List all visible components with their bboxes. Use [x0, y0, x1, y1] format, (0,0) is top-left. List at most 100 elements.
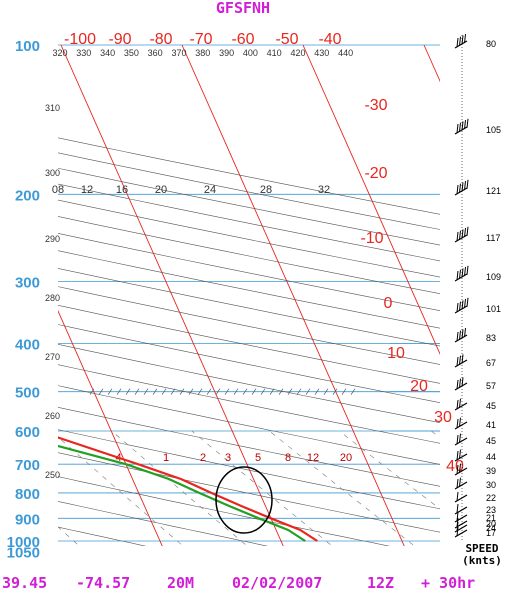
wind-barb: 117 — [454, 226, 500, 243]
pressure-label: 400 — [15, 337, 40, 354]
wind-barb-flag — [456, 123, 459, 134]
mixing-ratio-line — [111, 430, 248, 546]
mixing-ratio-label: 32 — [318, 184, 330, 196]
wind-barb-flag — [456, 399, 459, 410]
hatch-mark — [224, 388, 230, 395]
hatch-mark — [305, 388, 311, 395]
wind-barb-flag — [459, 417, 461, 427]
hatch-mark — [269, 388, 275, 395]
footer-lat: 39.45 — [2, 574, 47, 591]
isotherm-line — [58, 309, 163, 546]
hatch-mark — [233, 388, 239, 395]
hatch-mark — [296, 388, 302, 395]
dry-adiabat-line — [58, 233, 440, 312]
wind-barb-flag — [461, 35, 464, 45]
theta-label: 340 — [100, 48, 115, 58]
wind-barb-flag — [459, 355, 461, 365]
wind-barb: 41 — [454, 417, 496, 430]
wind-barb-flag — [466, 179, 469, 189]
wind-barb-flag — [459, 433, 461, 443]
isotherm-label: 30 — [434, 409, 452, 426]
wind-barb-flag — [461, 229, 464, 239]
isotherm-line — [181, 44, 405, 546]
wind-barb-flag — [461, 182, 464, 192]
wind-barb-flag — [459, 398, 461, 408]
isotherm-label: -20 — [364, 165, 387, 182]
isotherm-label: 10 — [387, 345, 405, 362]
wind-speed-label: 109 — [486, 272, 501, 282]
hatch-mark — [152, 388, 158, 395]
wind-speed-label: 24 — [486, 523, 496, 533]
wind-speed-label: 17 — [486, 528, 496, 538]
theta-label: 270 — [45, 352, 60, 362]
dry-adiabat-line — [58, 216, 440, 295]
hatch-mark — [278, 388, 284, 395]
wind-barb-flag — [461, 354, 464, 364]
wind-barb: 39 — [454, 463, 496, 476]
mixing-ratio-label: 3 — [225, 452, 231, 464]
mixing-ratio-label: 8 — [285, 452, 291, 464]
pressure-label: 300 — [15, 275, 40, 292]
wind-speed-label: 67 — [486, 358, 496, 368]
wind-barb-flag — [456, 356, 459, 367]
pressure-label: 600 — [15, 424, 40, 441]
mixing-ratio-label: 08 — [52, 184, 64, 196]
theta-label: 360 — [148, 48, 163, 58]
dry-adiabat-line — [58, 452, 440, 533]
wind-barb: 17 — [454, 526, 496, 538]
wind-barb-flag — [456, 418, 459, 429]
mixing-ratio-label: 12 — [307, 452, 319, 464]
mixing-ratio-label: 2 — [200, 452, 206, 464]
wind-barb-flag — [456, 503, 459, 514]
dry-adiabat-line — [58, 476, 390, 546]
hatch-mark — [188, 388, 194, 395]
footer-cycle: 12Z — [367, 574, 394, 591]
footer-date: 02/02/2007 — [232, 574, 322, 591]
wind-speed-label: 121 — [486, 186, 501, 196]
wind-barb-flag — [461, 329, 464, 339]
hatch-mark — [125, 388, 131, 395]
wind-barb-flag — [459, 378, 461, 388]
wind-barb-flag — [464, 181, 466, 191]
wind-barb-flag — [456, 491, 459, 502]
pressure-label: 800 — [15, 486, 40, 503]
wind-barb-flag — [466, 265, 469, 275]
hatch-mark — [332, 388, 338, 395]
wind-barb-flag — [464, 299, 466, 309]
wind-speed-label: 45 — [486, 436, 496, 446]
wind-barb: 23 — [454, 503, 496, 515]
isotherm-label: -100 — [64, 31, 96, 48]
theta-label: 430 — [314, 48, 329, 58]
isotherm-label: -80 — [149, 31, 172, 48]
wind-speed-label: 44 — [486, 452, 496, 462]
wind-barb-flag — [464, 34, 466, 44]
mixing-ratio-line — [58, 526, 80, 546]
wind-barb-flag — [461, 377, 464, 387]
isotherm-label: -60 — [231, 31, 254, 48]
wind-barb: 121 — [454, 179, 501, 196]
wind-barb: 22 — [454, 491, 496, 503]
theta-label: 410 — [267, 48, 282, 58]
isotherm-label: -40 — [318, 31, 341, 48]
dry-adiabat-line — [58, 183, 440, 262]
wind-speed-label: 80 — [486, 39, 496, 49]
theta-label: 250 — [45, 470, 60, 480]
wind-barb-flag — [459, 36, 461, 46]
wind-barb-flag — [459, 230, 461, 240]
wind-speed-label: 101 — [486, 304, 501, 314]
wind-barb-flag — [464, 228, 466, 238]
wind-barb-flag — [464, 328, 466, 338]
hatch-mark — [170, 388, 176, 395]
wind-barb-flag — [466, 118, 469, 128]
wind-speed-label: 41 — [486, 420, 496, 430]
hatch-mark — [341, 388, 347, 395]
wind-speed-label: 57 — [486, 381, 496, 391]
wind-barb-flag — [461, 121, 464, 131]
dry-adiabat-line — [58, 199, 440, 278]
theta-label: 370 — [171, 48, 186, 58]
hatch-mark — [323, 388, 329, 395]
wind-barb-flag — [459, 269, 461, 279]
mixing-ratio-label: 1 — [163, 452, 169, 464]
wind-barb-flag — [456, 302, 459, 313]
hatch-mark — [350, 388, 356, 395]
